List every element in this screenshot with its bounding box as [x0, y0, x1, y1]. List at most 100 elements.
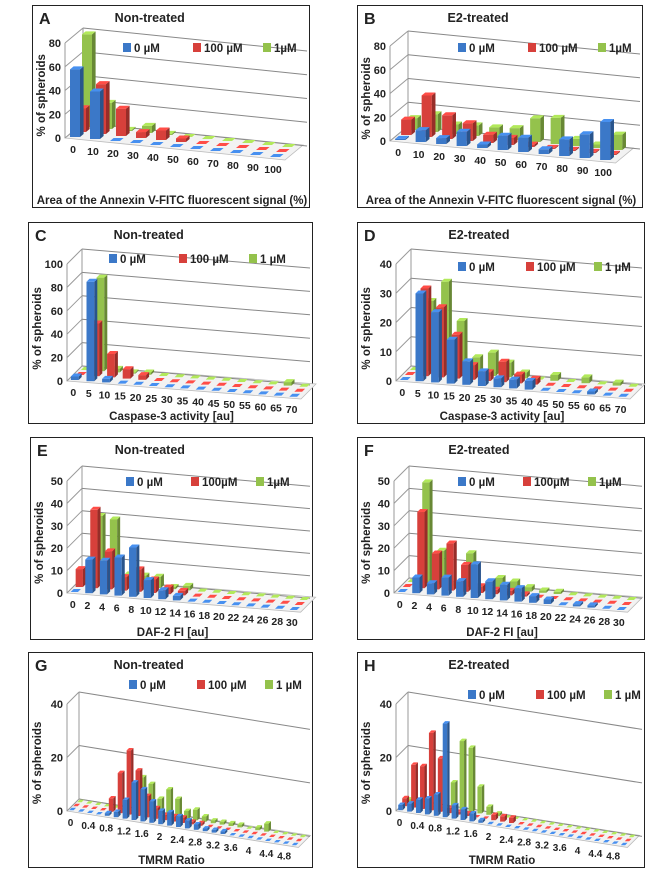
bar-top — [216, 382, 228, 386]
bar-a-s2-c7 — [222, 138, 236, 141]
bar-top — [82, 805, 89, 808]
bar-f-s2-c10 — [553, 588, 564, 594]
x-tick-label: 20 — [213, 611, 225, 623]
legend-swatch — [458, 477, 466, 486]
x-tick-label: 2.4 — [499, 835, 513, 846]
bar-h-s2-c8 — [477, 784, 485, 814]
bar-top — [242, 390, 254, 394]
bar-top — [202, 599, 213, 603]
bar-top — [616, 607, 627, 610]
bar-front — [499, 584, 508, 601]
bar-front — [571, 138, 582, 146]
bar-top — [222, 138, 236, 141]
bar-top — [116, 105, 130, 109]
bar-top — [135, 768, 143, 771]
x-tick-label: 90 — [247, 162, 259, 174]
bar-d-s2-c5 — [487, 349, 499, 376]
bar-h-s0-c24 — [611, 841, 619, 844]
bar-side — [411, 801, 414, 812]
bar-g-s1-c4 — [108, 796, 116, 812]
bar-side — [170, 787, 174, 817]
x-tick-label: 5 — [415, 388, 421, 400]
bar-h-s2-c14 — [530, 819, 538, 822]
bar-top — [78, 809, 85, 812]
y-tick-label: 20 — [380, 753, 392, 765]
x-tick-label: 45 — [208, 398, 220, 410]
bar-front — [431, 553, 440, 590]
bar-top — [411, 762, 418, 765]
bar-front — [433, 794, 439, 816]
bar-top — [197, 588, 208, 592]
bar-f-s0-c10 — [543, 596, 554, 604]
x-tick-label: 40 — [521, 397, 533, 409]
bar-top — [96, 81, 110, 85]
bar-side — [86, 105, 90, 132]
bar-top — [593, 829, 600, 832]
bar-side — [447, 721, 450, 818]
bar-h-s1-c1 — [411, 762, 418, 808]
y-tick-label: 40 — [378, 498, 390, 510]
bar-front — [579, 134, 590, 158]
bar-c-s0-c2 — [102, 375, 113, 383]
bar-top — [226, 591, 237, 594]
bar-d-s2-c11 — [581, 374, 593, 384]
y-tick-label: 0 — [386, 806, 392, 818]
y-tick-label: 0 — [386, 376, 392, 388]
legend-label: 100µM — [534, 477, 569, 489]
chart-panel-h: 0 20 40 0 0.4 0.8 1.2 1.6 2 2.4 2.8 3.2 3.6 4 4.4 4.8 H E… — [357, 652, 645, 868]
bar-front — [518, 137, 529, 152]
bar-front — [530, 118, 541, 142]
x-axis-label: Area of the Annexin V-FITC fluorescent s… — [366, 195, 637, 207]
bar-top — [584, 827, 592, 831]
bar-top — [295, 838, 303, 842]
bar-front — [436, 138, 447, 144]
bar-top — [576, 835, 584, 839]
y-axis-label: % of spheroids — [32, 722, 44, 804]
bar-side — [537, 375, 541, 385]
bar-c-s1-c10 — [231, 384, 243, 387]
bar-c-s1-c4 — [138, 372, 150, 380]
bar-e-s2-c11 — [241, 592, 252, 596]
bar-top — [90, 88, 104, 92]
bar-top — [290, 833, 298, 836]
bar-front — [509, 817, 514, 823]
bar-g-s2-c15 — [210, 818, 218, 824]
y-tick-label: 20 — [378, 543, 390, 555]
bar-f-s0-c11 — [558, 602, 569, 606]
bar-c-s1-c8 — [200, 381, 212, 385]
bar-side — [550, 596, 554, 604]
x-tick-label: 3.2 — [535, 840, 549, 851]
bar-top — [233, 829, 241, 832]
side-gridline — [64, 27, 84, 44]
panel-letter: G — [35, 658, 47, 675]
bar-top — [69, 807, 77, 811]
bar-side — [78, 373, 82, 380]
bar-top — [258, 391, 269, 395]
x-tick-label: 10 — [140, 605, 152, 617]
bar-side — [206, 814, 209, 822]
bar-side — [466, 128, 471, 146]
bar-top — [229, 833, 237, 836]
bar-front — [107, 354, 115, 378]
bar-top — [176, 135, 190, 139]
bar-h-s0-c13 — [513, 826, 521, 829]
bar-g-s1-c18 — [233, 829, 241, 832]
bar-top — [539, 820, 547, 824]
bar-f-s1-c15 — [621, 602, 632, 605]
x-tick-label: 4 — [246, 846, 252, 857]
bar-h-s1-c20 — [580, 831, 588, 835]
bar-top — [158, 587, 169, 591]
bar-top — [241, 592, 252, 596]
legend-label: 100µM — [202, 477, 237, 489]
bar-h-s2-c23 — [610, 832, 618, 835]
side-gridline — [66, 488, 83, 504]
side-gridline — [66, 745, 80, 758]
bar-a-s1-c7 — [216, 143, 230, 146]
bar-top — [587, 602, 598, 606]
bar-d-s0-c5 — [477, 368, 489, 386]
bar-side — [526, 369, 530, 379]
bar-h-s0-c17 — [549, 831, 557, 834]
bar-top — [153, 573, 164, 577]
bar-top — [158, 808, 166, 811]
x-tick-label: 0 — [399, 387, 405, 399]
